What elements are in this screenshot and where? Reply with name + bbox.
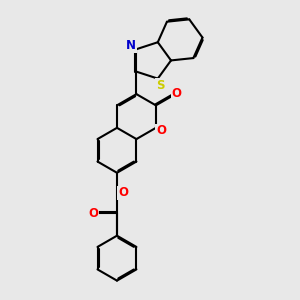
Text: O: O — [118, 187, 128, 200]
Text: O: O — [172, 87, 182, 100]
Text: O: O — [88, 207, 98, 220]
Text: N: N — [126, 39, 136, 52]
Text: O: O — [156, 124, 166, 137]
Text: S: S — [156, 79, 164, 92]
